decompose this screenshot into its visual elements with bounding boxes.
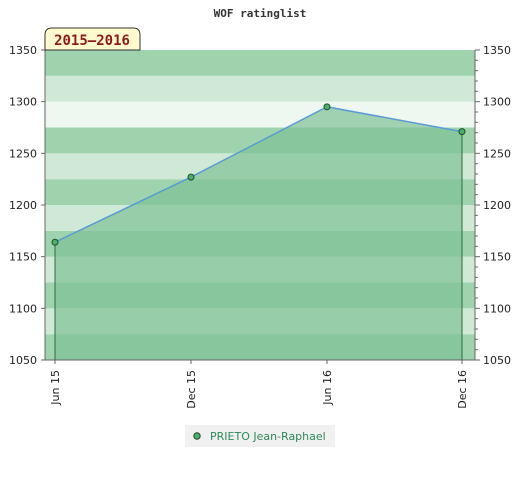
y-tick-label-right: 1200 [483,199,511,212]
axes: 1050 1050 1100 1100 1150 1150 1200 1200 1250 1250… [9,44,511,367]
legend-marker [193,432,201,440]
legend-background [185,425,335,447]
data-point [323,103,331,111]
x-axis-labels: Jun 15 Dec 15 Jun 16 Dec 16 [49,360,469,409]
chart-title: WOF ratinglist [214,7,307,20]
season-badge-label: 2015–2016 [54,33,130,49]
data-point [458,128,466,136]
y-tick-label-right: 1150 [483,251,511,264]
y-tick-label-left: 1250 [9,147,37,160]
x-tick-label: Jun 15 [49,370,62,406]
legend-series-label: PRIETO Jean-Raphael [210,430,326,443]
y-tick-label-right: 1300 [483,96,511,109]
x-tick-label: Dec 16 [456,370,469,409]
y-tick-label-right: 1250 [483,147,511,160]
y-tick-label-left: 1200 [9,199,37,212]
y-tick-label-left: 1050 [9,354,37,367]
y-tick-label-right: 1350 [483,44,511,57]
data-point [187,173,195,181]
area-layer [51,103,466,360]
x-tick-label: Jun 16 [321,370,334,406]
y-tick-label-right: 1100 [483,302,511,315]
season-badge-shape [44,27,141,51]
y-tick-label-right: 1050 [483,354,511,367]
legend[interactable]: PRIETO Jean-Raphael [185,425,335,447]
y-tick-label-left: 1300 [9,96,37,109]
x-tick-label: Dec 15 [185,370,198,409]
background-band [45,75,475,102]
data-point [51,238,59,246]
season-badge: 2015–2016 [44,27,141,51]
series-area [55,106,462,360]
background-band [45,50,475,76]
y-tick-label-left: 1150 [9,251,37,264]
y-tick-label-left: 1350 [9,44,37,57]
y-tick-label-left: 1100 [9,302,37,315]
series-line [54,106,463,243]
